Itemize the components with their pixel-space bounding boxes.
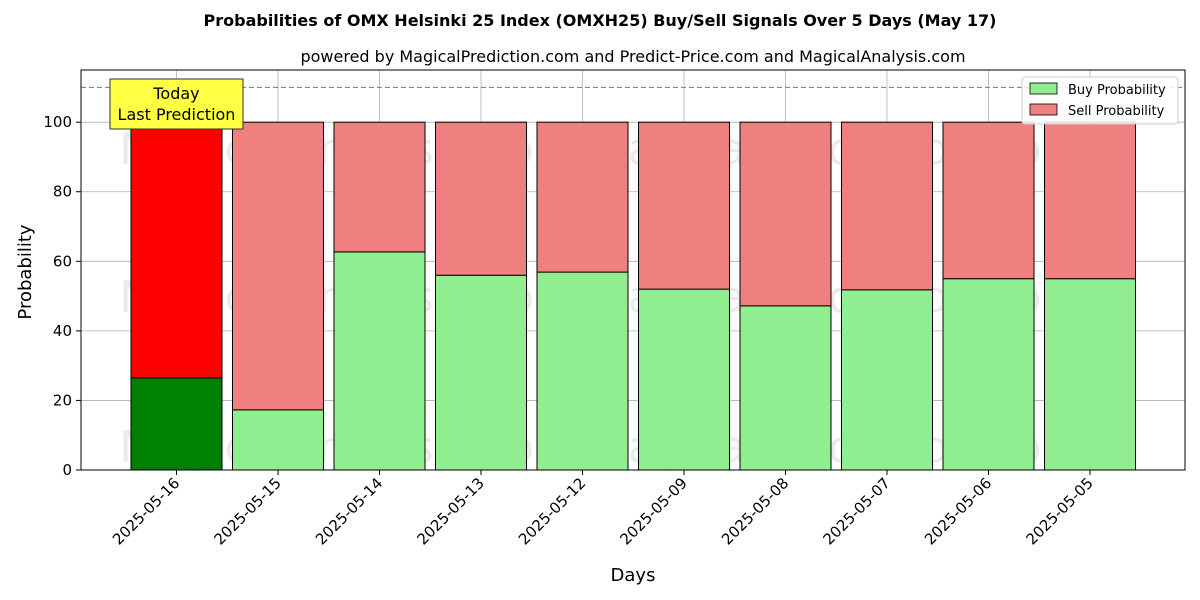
bars	[130, 121, 1136, 471]
bar-buy-2025-05-08	[739, 305, 832, 471]
bar-buy-2025-05-06	[942, 278, 1035, 471]
bar-sell-2025-05-07	[841, 121, 933, 291]
bar-sell-2025-05-06	[942, 121, 1035, 280]
y-axis: 0 20 40 60 80 100	[43, 113, 81, 479]
y-tick-label: 60	[53, 252, 72, 270]
chart-subtitle: powered by MagicalPrediction.com and Pre…	[300, 47, 965, 66]
today-annotation: Today Last Prediction	[109, 78, 244, 130]
x-tick-label: 2025-05-14	[312, 474, 386, 548]
chart-title: Probabilities of OMX Helsinki 25 Index (…	[204, 11, 997, 30]
bar-sell-2025-05-15	[232, 121, 324, 411]
legend-box	[1021, 76, 1179, 125]
annotation-line-1: Today	[152, 84, 199, 103]
plot-area	[80, 69, 1186, 471]
bar-buy-2025-05-09	[638, 288, 730, 471]
x-tick-label: 2025-05-09	[616, 474, 690, 548]
y-axis-label: Probability	[15, 224, 36, 319]
annotation-line-2: Last Prediction	[118, 105, 236, 124]
bar-buy-2025-05-07	[841, 289, 933, 471]
bar-buy-2025-05-16	[130, 377, 223, 471]
y-tick-label: 40	[53, 322, 72, 340]
bar-sell-2025-05-05	[1044, 121, 1136, 280]
x-tick-label: 2025-05-06	[921, 474, 995, 548]
x-tick-label: 2025-05-13	[413, 474, 487, 548]
bar-buy-2025-05-12	[536, 271, 629, 471]
legend-swatch-buy	[1029, 82, 1058, 95]
legend-label-buy: Buy Probability	[1068, 83, 1166, 98]
legend-swatch-sell	[1029, 103, 1058, 116]
bar-sell-2025-05-14	[333, 121, 426, 253]
x-axis-label: Days	[611, 565, 656, 586]
y-tick-label: 20	[53, 391, 72, 409]
x-tick-label: 2025-05-12	[515, 474, 589, 548]
legend-label-sell: Sell Probability	[1068, 104, 1165, 119]
y-tick-label: 0	[62, 461, 72, 479]
bar-buy-2025-05-15	[232, 409, 324, 471]
bar-buy-2025-05-05	[1044, 278, 1136, 471]
x-axis: 2025-05-16 2025-05-15 2025-05-14 2025-05-13…	[109, 470, 1097, 548]
bar-sell-2025-05-16	[130, 121, 223, 379]
x-tick-label: 2025-05-16	[109, 474, 183, 548]
bar-buy-2025-05-14	[333, 251, 426, 471]
bar-sell-2025-05-09	[638, 121, 730, 290]
y-tick-label: 100	[43, 113, 72, 131]
x-tick-label: 2025-05-08	[718, 474, 792, 548]
bar-sell-2025-05-12	[536, 121, 629, 273]
bar-sell-2025-05-13	[435, 121, 527, 276]
bar-buy-2025-05-13	[435, 274, 527, 471]
annotation-box	[109, 78, 244, 130]
legend: Buy Probability Sell Probability	[1021, 76, 1179, 125]
x-tick-label: 2025-05-15	[210, 474, 284, 548]
x-tick-label: 2025-05-07	[819, 474, 893, 548]
y-tick-label: 80	[53, 183, 72, 201]
x-tick-label: 2025-05-05	[1022, 474, 1096, 548]
bar-sell-2025-05-08	[739, 121, 832, 307]
